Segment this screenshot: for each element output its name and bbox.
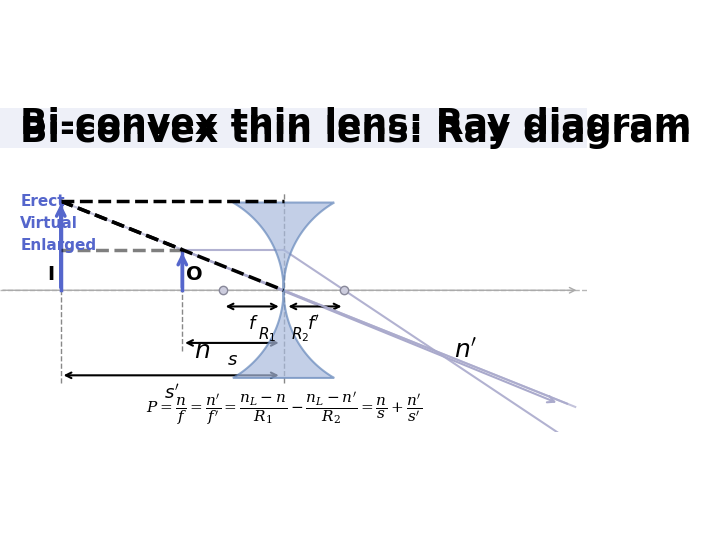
Text: $n'$: $n'$ bbox=[454, 339, 477, 363]
Text: Erect: Erect bbox=[20, 194, 65, 208]
Text: $s'$: $s'$ bbox=[164, 383, 180, 402]
Text: $f'$: $f'$ bbox=[307, 315, 320, 334]
Text: I: I bbox=[48, 265, 55, 284]
Text: O: O bbox=[186, 265, 203, 284]
Text: $R_2$: $R_2$ bbox=[291, 326, 309, 344]
Text: $s$: $s$ bbox=[228, 351, 238, 369]
Bar bbox=[0, 96, 588, 148]
Text: $P = \dfrac{n}{f} = \dfrac{n'}{f'} = \dfrac{n_L - n}{R_1} - \dfrac{n_L - n'}{R_2: $P = \dfrac{n}{f} = \dfrac{n'}{f'} = \df… bbox=[145, 389, 422, 427]
Text: Virtual: Virtual bbox=[20, 216, 78, 231]
FancyBboxPatch shape bbox=[0, 100, 588, 149]
Text: $f$: $f$ bbox=[248, 315, 258, 333]
Text: $n$: $n$ bbox=[194, 339, 211, 363]
Text: Bi-convex thin lens: Ray diagram: Bi-convex thin lens: Ray diagram bbox=[20, 107, 692, 141]
Text: Enlarged: Enlarged bbox=[20, 238, 96, 253]
Text: Bi-convex thin lens: Ray diagram: Bi-convex thin lens: Ray diagram bbox=[20, 115, 692, 149]
Polygon shape bbox=[233, 202, 334, 378]
Text: $R_1$: $R_1$ bbox=[258, 326, 276, 344]
